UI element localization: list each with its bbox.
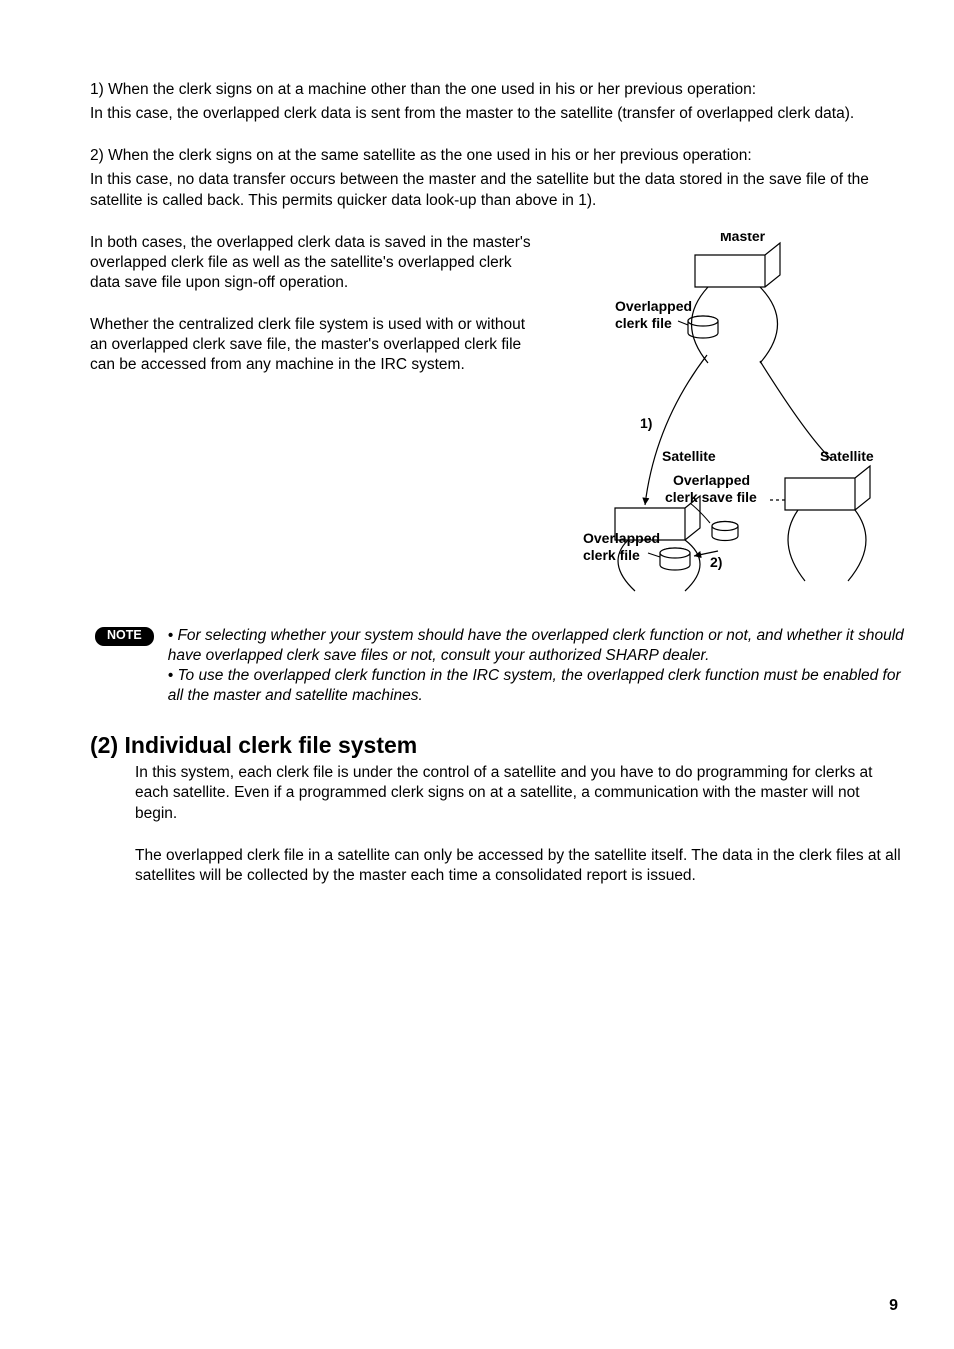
svg-text:Overlapped: Overlapped [673, 472, 750, 488]
para3: In both cases, the overlapped clerk data… [90, 233, 540, 293]
svg-text:clerk file: clerk file [583, 547, 640, 563]
para1-body: In this case, the overlapped clerk data … [90, 104, 904, 124]
master-node: Master [695, 233, 780, 287]
satellite2-node: Satellite [785, 448, 874, 510]
svg-text:clerk save file: clerk save file [665, 489, 757, 505]
para2-body: In this case, no data transfer occurs be… [90, 170, 904, 210]
page-number: 9 [889, 1297, 898, 1315]
note-bullet-1: • For selecting whether your system shou… [168, 626, 904, 666]
svg-text:Master: Master [720, 233, 766, 244]
section2-para1: In this system, each clerk file is under… [135, 763, 904, 823]
section2-para2: The overlapped clerk file in a satellite… [135, 846, 904, 886]
section-2-heading: (2) Individual clerk file system [90, 732, 904, 759]
para4: Whether the centralized clerk file syste… [90, 315, 540, 375]
svg-text:1): 1) [640, 415, 652, 431]
overlapped-clerk-file-top: Overlapped clerk file [615, 298, 718, 338]
svg-text:Overlapped: Overlapped [583, 530, 660, 546]
svg-text:Satellite: Satellite [820, 448, 874, 464]
para2-lead: 2) When the clerk signs on at the same s… [90, 146, 904, 166]
svg-text:2): 2) [710, 554, 722, 570]
svg-text:clerk file: clerk file [615, 315, 672, 331]
clerk-file-diagram: Master Overlapped clerk file [560, 233, 880, 603]
para1-lead: 1) When the clerk signs on at a machine … [90, 80, 904, 100]
note-badge: NOTE [95, 627, 154, 646]
note-block: NOTE • For selecting whether your system… [90, 626, 904, 707]
svg-text:Satellite: Satellite [662, 448, 716, 464]
note-bullet-2: • To use the overlapped clerk function i… [168, 666, 904, 706]
svg-text:Overlapped: Overlapped [615, 298, 692, 314]
